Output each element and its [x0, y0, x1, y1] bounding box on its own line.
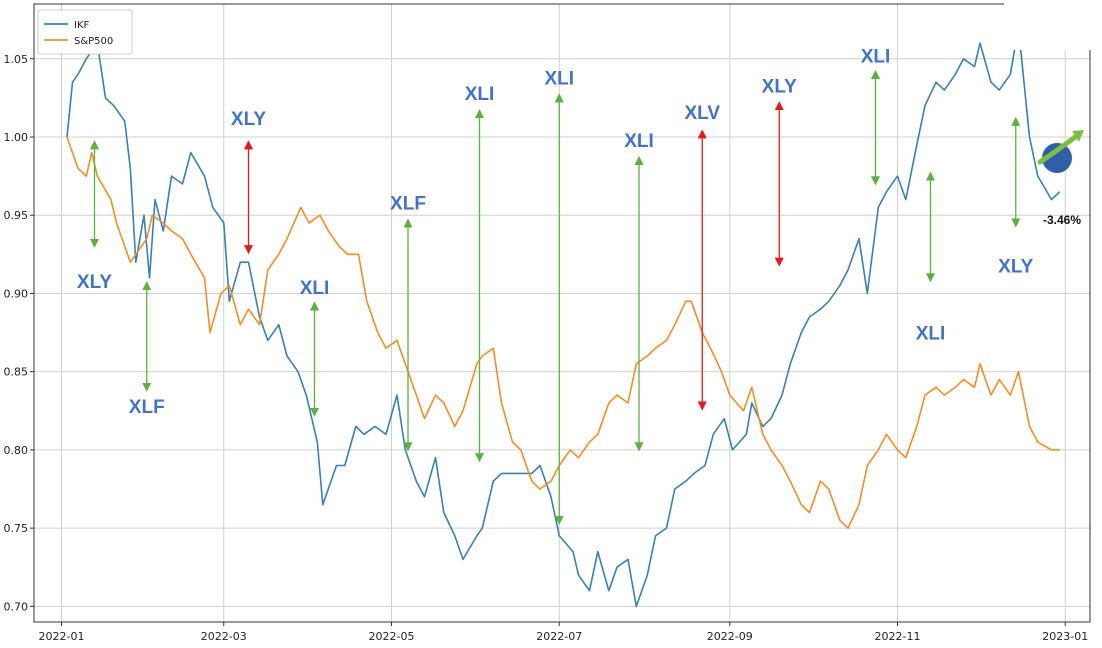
x-tick-label: 2022-11 [875, 630, 921, 643]
x-tick-label: 2022-09 [707, 630, 753, 643]
grid [34, 4, 1090, 622]
legend-entry: S&P500 [74, 36, 113, 47]
series-line-sp500 [66, 136, 1060, 529]
x-tick-label: 2022-05 [369, 630, 415, 643]
annotation-label: XLI [300, 278, 330, 299]
annotation-label: XLI [465, 84, 495, 105]
annotation-label: XLI [916, 324, 946, 345]
annotation-label: XLI [861, 47, 891, 68]
logo-swoosh [1037, 132, 1081, 165]
legend-box [37, 9, 133, 55]
logo-arrowhead [1072, 130, 1084, 142]
legend: IKF S&P500 [37, 9, 133, 55]
x-tick-label: 2022-03 [201, 630, 247, 643]
series-layer [66, 26, 1061, 608]
x-tick-label: 2022-07 [536, 630, 582, 643]
logo-patch [1004, 2, 1092, 50]
x-tick-label: 2023-01 [1042, 630, 1088, 643]
performance-label: -3.46% [1043, 213, 1081, 227]
annotation-label: XLI [544, 69, 574, 90]
y-tick-label: 1.05 [4, 53, 29, 66]
y-tick-label: 0.90 [4, 287, 29, 300]
annotation-label: XLY [762, 76, 798, 97]
annotation-label: XLY [77, 272, 113, 293]
logo-sphere [1042, 143, 1072, 173]
y-tick-label: 0.75 [4, 522, 29, 535]
logo-icon [1004, 2, 1092, 173]
annotation-label: XLI [624, 131, 654, 152]
y-tick-label: 1.00 [4, 131, 29, 144]
x-tick-label: 2022-01 [39, 630, 85, 643]
y-tick-label: 0.95 [4, 209, 29, 222]
annotation-layer: XLY XLF XLY XLI XLF XLI XLI XLI XLV XLY XLI XLI XLY [77, 47, 1034, 525]
legend-entry: IKF [74, 20, 90, 31]
y-tick-label: 0.80 [4, 444, 29, 457]
annotation-label: XLV [684, 103, 720, 124]
axes: 0.70 0.75 0.80 0.85 0.90 0.95 1.00 1.05 2022-01 2… [4, 3, 1091, 643]
annotation-label: XLF [390, 194, 426, 215]
annotation-label: XLY [231, 109, 267, 130]
y-tick-label: 0.85 [4, 366, 29, 379]
series-line-ikf [66, 26, 1061, 608]
plot-frame [33, 3, 1091, 623]
annotation-label: XLY [998, 256, 1034, 277]
y-tick-label: 0.70 [4, 600, 29, 613]
annotation-label: XLF [129, 397, 165, 418]
